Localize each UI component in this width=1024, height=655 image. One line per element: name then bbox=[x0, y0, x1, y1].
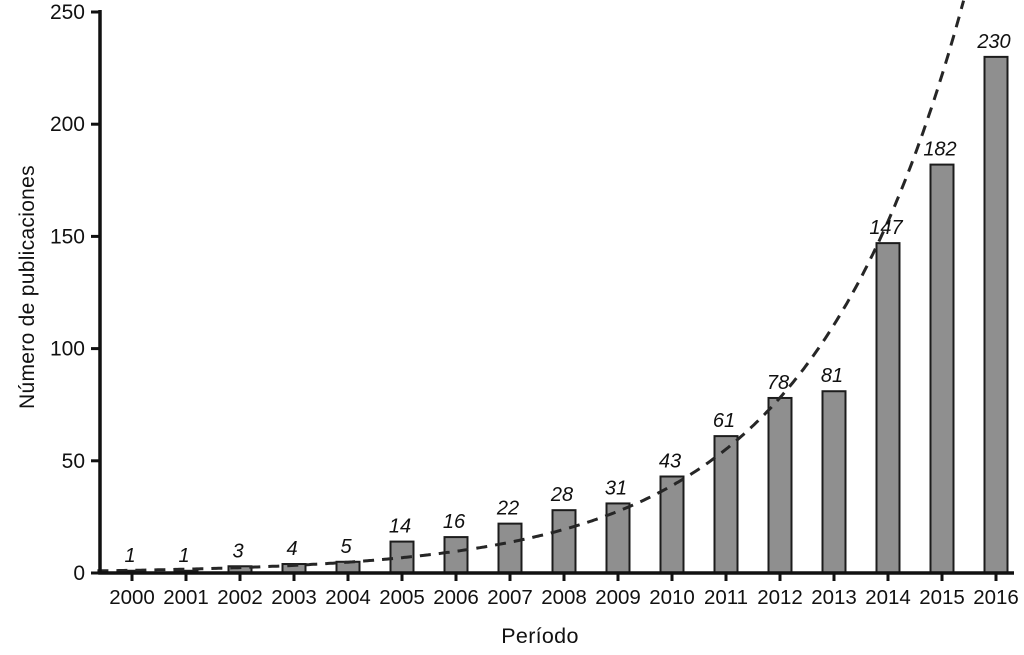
x-tick-label: 2015 bbox=[919, 586, 965, 609]
bar-value-label: 5 bbox=[340, 536, 352, 558]
bar-2012 bbox=[767, 396, 793, 574]
bar-value-label: 147 bbox=[869, 217, 903, 239]
x-tick-label: 2010 bbox=[649, 586, 695, 609]
bar-value-label: 81 bbox=[821, 365, 843, 387]
bar-2006 bbox=[443, 536, 469, 575]
x-tick-label: 2005 bbox=[379, 586, 425, 609]
x-tick-label: 2006 bbox=[433, 586, 479, 609]
x-tick-label: 2008 bbox=[541, 586, 587, 609]
x-tick-label: 2013 bbox=[811, 586, 857, 609]
bar-value-label: 31 bbox=[605, 477, 627, 499]
x-tick-label: 2007 bbox=[487, 586, 533, 609]
bar-value-label: 16 bbox=[443, 511, 466, 533]
x-tick-label: 2000 bbox=[109, 586, 155, 609]
y-tick-label: 100 bbox=[50, 338, 85, 361]
bar-value-label: 43 bbox=[659, 451, 681, 473]
bar-value-label: 22 bbox=[496, 498, 519, 520]
bar-value-label: 78 bbox=[767, 372, 789, 394]
x-tick-label: 2002 bbox=[217, 586, 263, 609]
bar-2008 bbox=[551, 509, 577, 574]
bar-value-label: 1 bbox=[178, 545, 189, 567]
bar-value-label: 1 bbox=[124, 545, 135, 567]
bar-value-label: 14 bbox=[389, 516, 411, 538]
x-tick-label: 2009 bbox=[595, 586, 641, 609]
bar-value-label: 28 bbox=[550, 484, 573, 506]
y-tick-label: 250 bbox=[50, 1, 85, 24]
bar-value-label: 230 bbox=[976, 31, 1010, 53]
y-tick-label: 50 bbox=[62, 450, 85, 473]
x-tick-label: 2004 bbox=[325, 586, 371, 609]
bar-value-label: 3 bbox=[232, 540, 243, 562]
x-tick-label: 2016 bbox=[973, 586, 1019, 609]
bar-2013 bbox=[821, 390, 847, 574]
x-tick-label: 2012 bbox=[757, 586, 803, 609]
x-tick-label: 2001 bbox=[163, 586, 209, 609]
bar-2016 bbox=[983, 55, 1009, 574]
y-tick-label: 150 bbox=[50, 225, 85, 248]
bar-value-label: 61 bbox=[713, 410, 735, 432]
bar-2015 bbox=[929, 163, 955, 574]
x-axis-title: Período bbox=[501, 624, 579, 648]
x-tick-label: 2011 bbox=[704, 586, 748, 609]
y-tick-label: 200 bbox=[50, 113, 85, 136]
y-tick-label: 0 bbox=[73, 562, 85, 585]
bar-value-label: 4 bbox=[286, 538, 297, 560]
bar-2007 bbox=[497, 522, 523, 575]
y-axis-title: Número de publicaciones bbox=[16, 165, 39, 409]
x-tick-label: 2014 bbox=[865, 586, 911, 609]
bar-value-label: 182 bbox=[923, 139, 956, 161]
bar-2011 bbox=[713, 435, 739, 574]
x-tick-label: 2003 bbox=[271, 586, 317, 609]
bar-2014 bbox=[875, 242, 901, 575]
